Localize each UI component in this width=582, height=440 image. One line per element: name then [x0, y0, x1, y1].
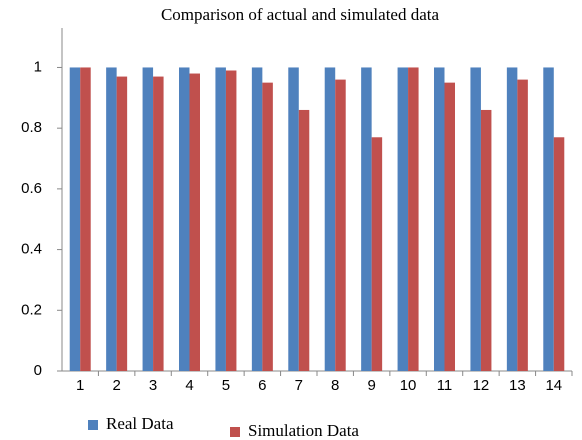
y-tick-label: 0.2: [21, 301, 42, 318]
bar: [153, 76, 164, 371]
bar: [251, 67, 263, 371]
y-tick-label: 0.4: [21, 241, 42, 258]
bar: [262, 82, 273, 371]
x-tick-label: 6: [258, 377, 266, 394]
y-tick-label: 0: [34, 362, 42, 379]
y-tick-label: 0.6: [21, 180, 42, 197]
bar: [361, 67, 372, 371]
x-tick-label: 1: [76, 377, 84, 394]
x-tick-label: 3: [149, 377, 157, 394]
y-tick-label: 1: [34, 58, 42, 75]
x-tick-label: 7: [295, 377, 303, 394]
bar: [189, 73, 200, 371]
bar: [371, 137, 383, 371]
bar: [470, 67, 481, 371]
legend-label: Simulation Data: [248, 421, 359, 440]
bar: [288, 67, 299, 371]
bar: [215, 67, 226, 371]
legend-swatch: [230, 427, 240, 437]
y-tick-label: 0.8: [21, 119, 42, 136]
bar: [397, 67, 409, 371]
chart-title: Comparison of actual and simulated data: [161, 5, 440, 24]
bar: [69, 67, 81, 371]
x-tick-label: 2: [112, 377, 120, 394]
bar: [543, 67, 554, 371]
x-tick-label: 5: [222, 377, 230, 394]
bar: [517, 79, 528, 371]
bar: [506, 67, 518, 371]
x-tick-label: 14: [545, 377, 562, 394]
bar: [225, 70, 237, 371]
bar: [408, 67, 419, 371]
x-tick-label: 4: [185, 377, 193, 394]
x-tick-label: 10: [400, 377, 417, 394]
bar: [553, 137, 565, 371]
bar: [324, 67, 336, 371]
legend-swatch: [88, 420, 98, 430]
x-tick-label: 9: [367, 377, 375, 394]
bar: [480, 109, 492, 371]
bar: [116, 76, 128, 371]
x-tick-label: 8: [331, 377, 339, 394]
bar: [434, 67, 445, 371]
bar: [142, 67, 154, 371]
bar: [106, 67, 117, 371]
legend-label: Real Data: [106, 414, 174, 433]
bar: [444, 82, 455, 371]
bar: [80, 67, 91, 371]
bar: [335, 79, 346, 371]
x-tick-label: 11: [437, 377, 453, 394]
x-tick-label: 13: [509, 377, 526, 394]
bar: [298, 109, 310, 371]
x-tick-label: 12: [473, 377, 490, 394]
bar: [179, 67, 190, 371]
